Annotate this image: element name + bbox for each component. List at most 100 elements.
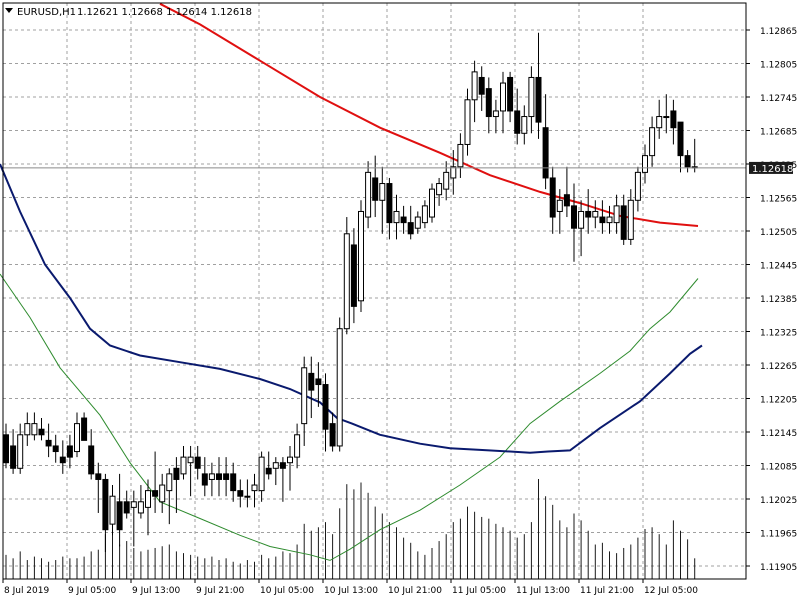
- candle: [514, 88, 521, 145]
- candle: [109, 485, 116, 536]
- candle-body: [95, 473, 102, 480]
- candle: [137, 485, 144, 519]
- candle-body: [223, 473, 230, 480]
- candle-body: [10, 445, 17, 469]
- candle: [507, 71, 514, 123]
- candle: [59, 440, 66, 474]
- candle-body: [436, 183, 443, 196]
- candle-body: [464, 99, 471, 145]
- candle: [52, 434, 59, 463]
- candle-body: [194, 456, 201, 469]
- candle-body: [656, 116, 663, 129]
- candles: [3, 32, 698, 553]
- candle: [663, 94, 670, 134]
- candle: [201, 457, 208, 497]
- candle-body: [31, 423, 38, 436]
- candle-body: [414, 216, 421, 229]
- candle: [81, 412, 88, 441]
- candle-body: [279, 462, 286, 469]
- candle-body: [365, 171, 372, 218]
- candle: [336, 317, 343, 452]
- candle-body: [329, 423, 336, 447]
- candle-body: [429, 188, 435, 218]
- candle-body: [379, 183, 386, 201]
- candle-body: [216, 473, 222, 480]
- candle-body: [642, 155, 648, 173]
- candle: [563, 166, 570, 218]
- candle: [485, 77, 492, 134]
- candle-body: [52, 445, 59, 453]
- candle-body: [315, 378, 322, 386]
- candle: [634, 166, 641, 212]
- candle-body: [514, 110, 521, 134]
- candle-body: [521, 116, 528, 134]
- candle: [301, 356, 308, 446]
- candle-body: [485, 88, 492, 118]
- ohlc-readout: 1.12621 1.12668 1.12614 1.12618: [77, 7, 252, 18]
- candle-body: [684, 155, 691, 168]
- x-tick-label: 9 Jul 13:00: [132, 586, 181, 596]
- candle-body: [343, 233, 350, 330]
- candle: [315, 362, 322, 407]
- candle: [429, 183, 435, 223]
- candle-body: [265, 467, 272, 475]
- candle-body: [599, 216, 606, 224]
- candle: [421, 200, 428, 229]
- candle-body: [613, 205, 620, 224]
- candle: [237, 479, 244, 508]
- candle: [521, 105, 528, 145]
- candle-body: [606, 216, 613, 224]
- candle: [400, 205, 407, 234]
- current-price-tag: [749, 161, 793, 174]
- candle-body: [59, 456, 66, 464]
- y-tick-label: 1.12865: [760, 27, 797, 37]
- candle-body: [492, 110, 499, 118]
- candle: [66, 434, 73, 469]
- candle: [123, 490, 130, 519]
- candle-body: [450, 166, 457, 179]
- candle: [17, 423, 24, 474]
- candle: [365, 161, 372, 229]
- candle-body: [187, 456, 194, 464]
- candle: [471, 60, 478, 123]
- candle: [599, 200, 606, 234]
- candle: [102, 473, 109, 553]
- candle: [464, 88, 471, 156]
- candle-body: [287, 456, 293, 464]
- candle-body: [3, 434, 9, 464]
- candle-body: [350, 244, 357, 307]
- candle-body: [457, 143, 464, 168]
- candle: [187, 445, 194, 497]
- plot-frame: [2, 2, 747, 580]
- candle-body: [130, 501, 137, 508]
- candle-body: [74, 423, 80, 453]
- candle-body: [237, 490, 244, 497]
- candle: [578, 200, 585, 257]
- y-tick-label: 1.12745: [760, 94, 797, 104]
- candle-body: [663, 116, 670, 119]
- candle-body: [556, 199, 563, 212]
- candle-body: [230, 473, 237, 492]
- candle-body: [81, 417, 88, 441]
- candle: [180, 445, 187, 480]
- candle-body: [372, 177, 379, 201]
- candle: [627, 189, 634, 245]
- candle: [677, 121, 684, 173]
- x-tick-label: 8 Jul 2019: [4, 586, 49, 596]
- candle: [88, 429, 95, 480]
- candle-body: [17, 434, 24, 469]
- x-tick-label: 10 Jul 05:00: [260, 586, 314, 596]
- candle: [223, 457, 230, 497]
- candle: [130, 490, 137, 547]
- candle: [549, 166, 556, 234]
- candle-body: [145, 490, 151, 508]
- candle: [478, 66, 485, 111]
- candle-body: [471, 71, 478, 101]
- chart-menu-arrow-icon[interactable]: [5, 8, 13, 13]
- volume-bars: [5, 479, 696, 579]
- candle-body: [116, 501, 123, 531]
- candle-body: [478, 76, 485, 95]
- candle: [308, 356, 315, 419]
- candle-body: [180, 456, 187, 475]
